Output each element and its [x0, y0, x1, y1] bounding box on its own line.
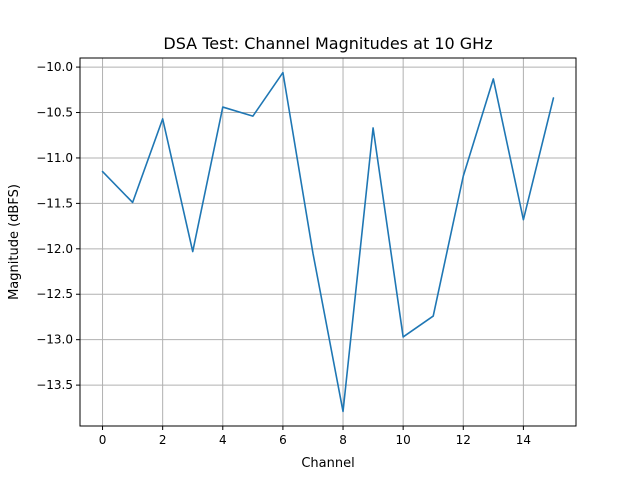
x-tick-label: 12 — [456, 433, 471, 447]
y-tick-label: −10.0 — [36, 60, 73, 74]
x-tick-label: 4 — [219, 433, 227, 447]
series-layer — [101, 71, 555, 413]
y-axis-label: Magnitude (dBFS) — [7, 184, 22, 300]
plot-frame — [79, 57, 577, 427]
y-tick-label: −12.5 — [36, 287, 73, 301]
y-tick-label: −13.0 — [36, 333, 73, 347]
chart-title: DSA Test: Channel Magnitudes at 10 GHz — [163, 34, 492, 53]
y-tick-label: −11.0 — [36, 151, 73, 165]
grid-lines — [80, 58, 576, 426]
x-tick-label: 8 — [339, 433, 347, 447]
x-axis-label: Channel — [301, 456, 354, 471]
axis-ticks: 0 2 4 6 8 10 12 14 −10.0 −10.5 −11.0 −11.5 −12.0 −12.… — [36, 60, 531, 447]
series-line — [101, 71, 555, 413]
y-tick-label: −11.5 — [36, 196, 73, 210]
x-tick-label: 6 — [279, 433, 287, 447]
y-tick-label: −13.5 — [36, 378, 73, 392]
y-tick-label: −10.5 — [36, 106, 73, 120]
x-tick-label: 14 — [516, 433, 531, 447]
x-tick-label: 0 — [99, 433, 107, 447]
y-tick-label: −12.0 — [36, 242, 73, 256]
x-tick-label: 10 — [396, 433, 411, 447]
x-tick-label: 2 — [159, 433, 167, 447]
